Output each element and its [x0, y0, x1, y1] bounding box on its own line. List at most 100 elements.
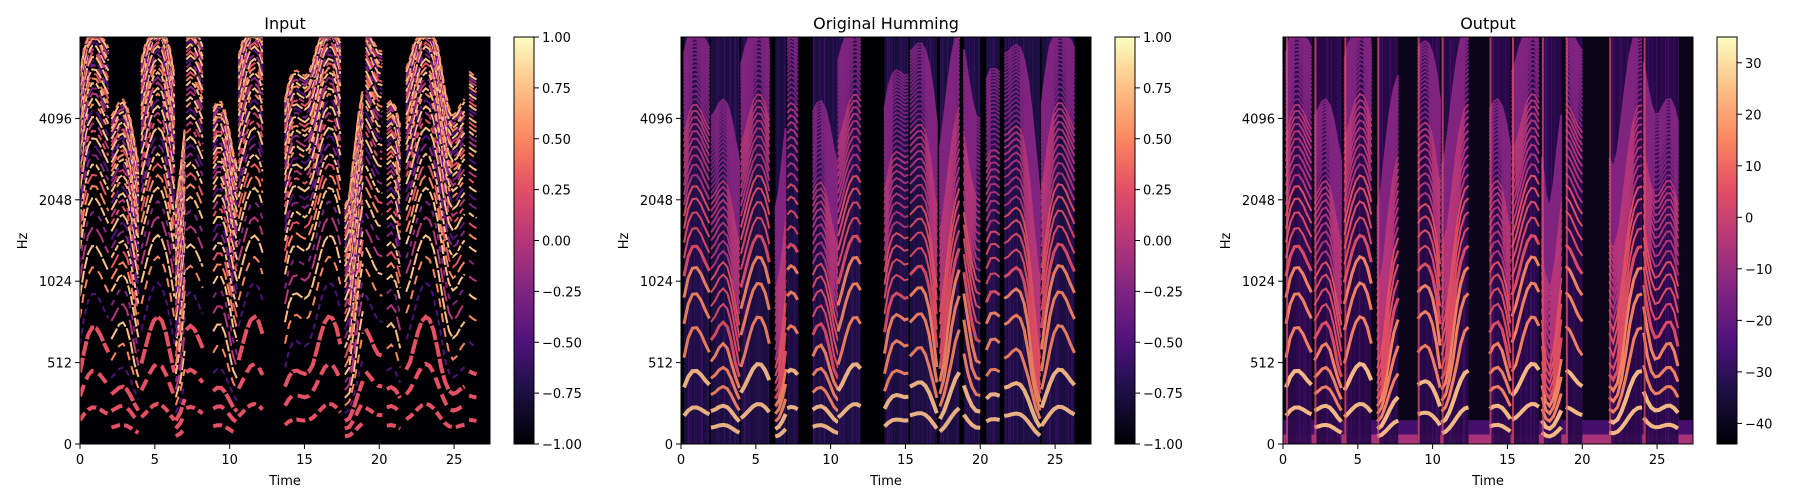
harmonic-line — [1284, 244, 1313, 277]
texture-streak — [1005, 37, 1007, 444]
harmonic-line — [364, 99, 383, 129]
harmonic-line — [110, 221, 140, 286]
harmonic-line — [811, 159, 840, 227]
harmonic-line — [284, 61, 342, 151]
harmonic-line — [237, 401, 264, 418]
harmonic-line — [682, 368, 711, 389]
harmonic-line — [1608, 154, 1643, 303]
harmonic-line — [1440, 145, 1470, 290]
harmonic-line — [174, 427, 187, 438]
y-tick-label: 512 — [47, 357, 72, 372]
harmonic-line — [909, 411, 939, 430]
harmonic-line — [811, 274, 840, 342]
harmonic-line — [962, 224, 981, 296]
harmonic-line — [140, 86, 176, 150]
harmonic-line — [961, 384, 981, 414]
harmonic-line — [212, 344, 238, 391]
harmonic-line — [962, 200, 981, 272]
harmonic-line — [1488, 403, 1513, 420]
harmonic-line — [811, 200, 840, 267]
harmonic-line — [836, 315, 862, 365]
harmonic-line — [985, 118, 1001, 131]
harmonic-line — [1440, 266, 1470, 391]
harmonic-line — [883, 169, 909, 211]
harmonic-line — [1510, 134, 1540, 196]
harmonic-line — [1440, 173, 1470, 319]
harmonic-line — [1565, 37, 1584, 68]
harmonic-line — [1343, 57, 1373, 107]
harmonic-line — [110, 98, 140, 163]
harmonic-line — [80, 184, 110, 237]
harmonic-line — [110, 239, 140, 305]
harmonic-line — [1040, 242, 1076, 329]
harmonic-line — [683, 103, 711, 136]
harmonic-line — [468, 104, 477, 112]
harmonic-line — [683, 116, 711, 148]
texture-streak — [1491, 37, 1493, 444]
harmonic-line — [786, 85, 799, 95]
harmonic-line — [1642, 143, 1679, 206]
harmonic-line — [140, 233, 176, 297]
harmonic-line — [185, 101, 204, 126]
harmonic-line — [1313, 98, 1343, 163]
harmonic-line — [185, 143, 204, 168]
harmonic-line — [405, 186, 466, 293]
harmonic-line — [962, 156, 981, 228]
harmonic-line — [837, 82, 862, 132]
harmonic-line — [237, 41, 264, 87]
harmonic-line — [962, 181, 981, 252]
harmonic-line — [110, 191, 140, 257]
harmonic-line — [212, 423, 238, 435]
harmonic-line — [1564, 265, 1584, 297]
harmonic-line — [1565, 63, 1584, 94]
harmonic-line — [985, 93, 1001, 107]
texture-streak — [694, 37, 696, 444]
harmonic-line — [1285, 163, 1313, 196]
harmonic-line — [405, 111, 466, 218]
harmonic-line — [284, 37, 342, 119]
harmonic-line — [364, 105, 383, 135]
harmonic-line — [1440, 326, 1470, 413]
colorbar-tick-label: 0.75 — [542, 82, 571, 97]
harmonic-line — [185, 209, 204, 234]
harmonic-line — [1040, 224, 1076, 311]
harmonic-line — [1343, 87, 1373, 136]
colorbar — [1114, 36, 1136, 445]
texture-streak — [698, 37, 700, 444]
harmonic-line — [1285, 37, 1313, 57]
harmonic-line — [1342, 314, 1373, 364]
harmonic-line — [386, 136, 402, 164]
x-axis-ticks: 0 5 10 15 20 25 — [76, 444, 462, 468]
harmonic-line — [284, 281, 342, 368]
harmonic-line — [1313, 287, 1343, 352]
harmonic-line — [284, 57, 342, 146]
harmonic-line — [985, 182, 1001, 196]
harmonic-line — [212, 100, 239, 167]
x-tick-label: 20 — [1574, 453, 1591, 468]
harmonic-line — [1343, 118, 1373, 168]
harmonic-line — [211, 385, 239, 413]
harmonic-line — [1003, 347, 1042, 420]
harmonic-line — [237, 134, 264, 180]
harmonic-line — [1285, 87, 1313, 119]
harmonic-line — [1565, 37, 1584, 61]
x-tick-label: 15 — [897, 453, 914, 468]
texture-streak — [1525, 37, 1527, 444]
harmonic-line — [80, 173, 110, 226]
harmonic-line — [811, 321, 840, 380]
harmonic-line — [284, 174, 342, 263]
colorbar-tick-label: 30 — [1745, 57, 1762, 72]
harmonic-line — [80, 211, 110, 263]
harmonic-line — [386, 186, 402, 214]
harmonic-line — [140, 142, 176, 206]
harmonic-line — [1285, 154, 1313, 186]
harmonic-line — [110, 117, 140, 182]
harmonic-line — [468, 152, 477, 159]
harmonic-line — [1440, 244, 1470, 380]
harmonic-line — [1040, 152, 1076, 238]
x-tick-label: 5 — [151, 453, 159, 468]
harmonic-line — [344, 401, 365, 431]
harmonic-line — [364, 57, 383, 87]
harmonic-line — [212, 305, 239, 369]
